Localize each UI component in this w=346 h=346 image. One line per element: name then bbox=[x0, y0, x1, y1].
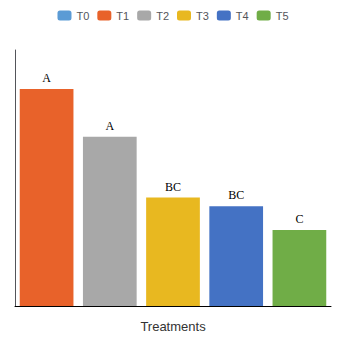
svg-text:T5: T5 bbox=[276, 10, 289, 22]
svg-text:BC: BC bbox=[165, 180, 181, 194]
svg-text:T4: T4 bbox=[236, 10, 249, 22]
svg-text:T1: T1 bbox=[116, 10, 129, 22]
svg-text:C: C bbox=[295, 212, 303, 226]
svg-text:Treatments: Treatments bbox=[140, 319, 206, 334]
svg-text:T2: T2 bbox=[156, 10, 169, 22]
svg-text:BC: BC bbox=[228, 188, 244, 202]
svg-text:T3: T3 bbox=[196, 10, 209, 22]
svg-text:A: A bbox=[105, 119, 114, 133]
svg-text:T0: T0 bbox=[76, 10, 89, 22]
svg-text:A: A bbox=[42, 71, 51, 85]
